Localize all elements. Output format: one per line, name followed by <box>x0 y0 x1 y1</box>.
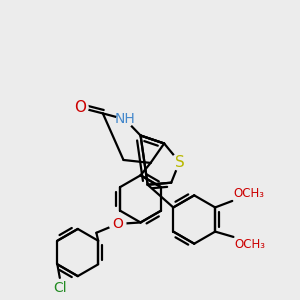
Text: S: S <box>175 154 184 169</box>
Text: Cl: Cl <box>53 281 67 296</box>
Text: OCH₃: OCH₃ <box>234 238 265 250</box>
Circle shape <box>109 216 126 232</box>
Text: NH: NH <box>115 112 135 126</box>
Text: O: O <box>112 217 123 231</box>
Circle shape <box>72 99 88 116</box>
Circle shape <box>117 111 133 128</box>
Circle shape <box>171 154 188 170</box>
Text: O: O <box>74 100 86 115</box>
Text: OCH₃: OCH₃ <box>233 188 264 200</box>
